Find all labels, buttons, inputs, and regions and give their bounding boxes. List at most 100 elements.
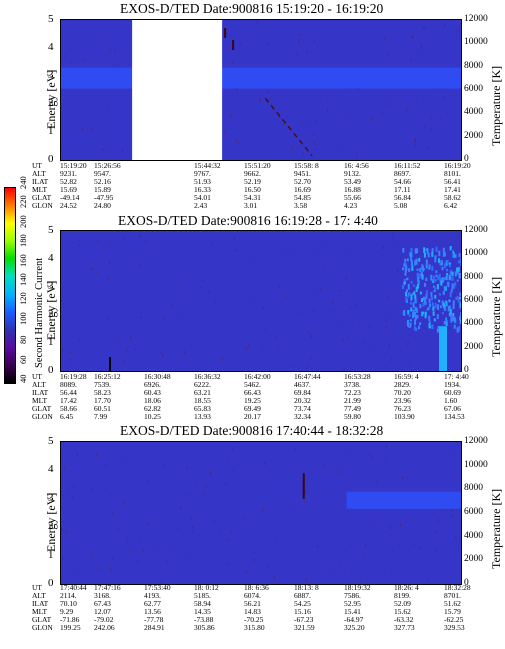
panel-1-texture (303, 152, 305, 154)
panel-2-enhancement (460, 257, 461, 263)
panel-2-enhancement (446, 268, 449, 272)
panel-3-texture (162, 463, 164, 466)
panel-3-texture (359, 578, 361, 581)
panel-1-texture (412, 35, 414, 39)
panel-2-enhancement (405, 263, 408, 266)
panel-2-enhancement (402, 281, 405, 287)
panel-1-marker (232, 40, 235, 50)
panel-2-texture (322, 265, 324, 267)
panel-1-ephemeris-column: 15:44:32 9767. 51.93 16.33 54.01 2.43 (194, 161, 221, 210)
panel-3-texture (427, 579, 429, 582)
panel-1-texture (114, 48, 116, 51)
panel-2-enhancement (451, 283, 454, 290)
panel-2-texture (277, 345, 279, 348)
panel-2-texture (276, 336, 278, 339)
panel-2-y2-tick: 12000 (464, 225, 488, 235)
panel-1-texture (312, 133, 314, 136)
panel-2-texture (313, 310, 315, 313)
panel-2-enhancement (414, 294, 417, 299)
panel-3-texture (293, 508, 295, 511)
panel-3-texture (227, 458, 229, 460)
panel-2-enhancement (459, 319, 461, 324)
panel-2-texture (123, 361, 125, 365)
panel-3-texture (72, 495, 74, 499)
panel-2-enhancement (437, 258, 440, 263)
panel-2-enhancement (414, 314, 417, 321)
panel-3-texture (274, 538, 276, 541)
panel-2-enhancement (425, 264, 428, 269)
panel-2-texture (261, 346, 263, 349)
panel-2-enhancement (455, 297, 458, 300)
panel-1-texture (346, 89, 348, 91)
panel-1-texture (414, 140, 416, 144)
panel-3-texture (177, 527, 179, 530)
panel-1-texture (315, 149, 317, 151)
panel-3-texture (91, 556, 93, 559)
panel-2-y2-tick: 2000 (464, 341, 483, 352)
panel-3-texture (225, 483, 227, 486)
panel-2-enhancement (413, 326, 416, 331)
panel-2-enhancement (419, 291, 422, 295)
panel-3-texture (112, 512, 114, 516)
panel-1-texture (424, 27, 426, 30)
panel-2-texture (310, 356, 312, 360)
panel-2-enhancement (442, 302, 445, 308)
panel-2-enhancement (449, 292, 452, 298)
panel-2-texture (265, 329, 267, 331)
panel-2-enhancement (402, 285, 405, 290)
panel-2-enhancement (447, 305, 450, 312)
panel-2-enhancement (408, 268, 411, 272)
panel-3-texture (253, 551, 255, 554)
panel-2-enhancement (430, 296, 433, 301)
panel-3-texture (343, 573, 345, 575)
panel-1-texture (309, 122, 311, 125)
panel-2-enhancement (419, 304, 422, 309)
panel-2-enhancement (438, 299, 441, 303)
panel-2-enhancement (435, 270, 438, 274)
panel-2-enhancement (433, 318, 436, 322)
panel-2-enhancement (441, 266, 444, 271)
panel-3-texture (126, 540, 128, 542)
panel-2-enhancement (421, 298, 424, 303)
panel-3-texture (262, 508, 264, 512)
panel-1-ephemeris-column: 15:58: 8 9451. 52.70 16.69 54.85 3.58 (294, 161, 319, 210)
panel-2-enhancement (432, 311, 435, 316)
panel-2-enhancement (424, 282, 427, 287)
panel-3-texture (363, 556, 365, 558)
panel-1-texture (423, 27, 425, 30)
panel-2-texture (308, 332, 310, 334)
panel-2-enhancement (415, 308, 418, 313)
panel-1-y2-tick: 0 (464, 154, 469, 164)
colorbar-tick: 240 (18, 176, 28, 189)
panel-2-enhancement (402, 267, 405, 271)
panel-3-ephemeris-column: 17:53:40 4193. 62.77 13.56 -77.78 284.91 (144, 583, 171, 632)
panel-2-enhancement (426, 307, 429, 311)
panel-2-enhancement (457, 267, 460, 272)
panel-2-enhancement (431, 265, 434, 271)
panel-2-enhancement (406, 277, 409, 280)
panel-2-texture (449, 327, 451, 330)
panel-2-enhancement (442, 290, 445, 296)
panel-1-texture (232, 61, 234, 65)
panel-2-texture (408, 364, 410, 367)
panel-3-texture (233, 467, 235, 471)
panel-2-enhancement (416, 248, 419, 254)
panel-1-texture (300, 34, 302, 36)
panel-2-enhancement (450, 271, 453, 276)
panel-2-texture (109, 240, 111, 242)
panel-3-heatmap (61, 445, 461, 584)
panel-3-texture (72, 571, 74, 574)
panel-2-texture (130, 336, 132, 340)
panel-3-texture (451, 513, 453, 517)
panel-2-texture (301, 311, 303, 314)
panel-3-texture (110, 568, 112, 571)
panel-1-texture (315, 119, 317, 122)
panel-3-texture (457, 547, 459, 549)
panel-2-enhancement (431, 302, 434, 306)
panel-1-texture (421, 46, 423, 50)
panel-3-texture (389, 526, 391, 529)
panel-2-enhancement (439, 278, 442, 284)
panel-2-texture (373, 348, 375, 350)
panel-1-texture (291, 147, 293, 151)
panel-2-texture (139, 234, 141, 237)
